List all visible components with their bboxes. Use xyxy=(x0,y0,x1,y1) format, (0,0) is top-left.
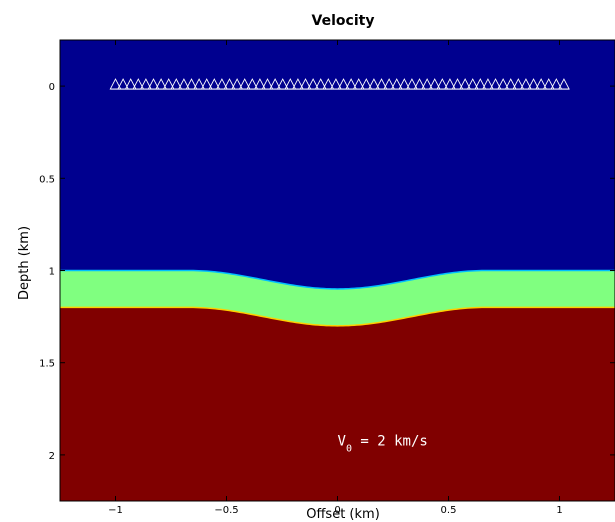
y-tick-label: 1 xyxy=(49,267,55,278)
x-tick-label: −0.5 xyxy=(214,505,238,516)
y-tick-label: 1.5 xyxy=(39,359,55,370)
y-axis-title: Depth (km) xyxy=(17,226,32,300)
axes: −1 −0.5 0 0.5 1 0 0.5 1 1.5 2 xyxy=(39,39,615,516)
annotation-rest: = 2 km/s xyxy=(352,434,428,450)
y-tick-label: 0.5 xyxy=(39,174,55,185)
receiver-markers xyxy=(109,78,570,90)
y-tick-label: 0 xyxy=(49,82,55,93)
layer-bottom xyxy=(60,307,615,501)
x-tick-label: 0 xyxy=(334,505,340,516)
y-tick-label: 2 xyxy=(49,451,55,462)
chart-title: Velocity xyxy=(312,13,375,29)
x-tick-label: 0.5 xyxy=(441,505,457,516)
interface-line-upper xyxy=(60,269,615,290)
annotation-base: V xyxy=(338,434,347,450)
interface-line-lower xyxy=(60,306,615,327)
plot-area xyxy=(60,40,615,501)
velocity-annotation: V0 = 2 km/s xyxy=(338,434,428,455)
x-tick-label: 1 xyxy=(556,505,562,516)
annotation-subscript: 0 xyxy=(346,444,352,455)
x-tick-label: −1 xyxy=(108,505,123,516)
x-axis-title: Offset (km) xyxy=(306,507,380,522)
